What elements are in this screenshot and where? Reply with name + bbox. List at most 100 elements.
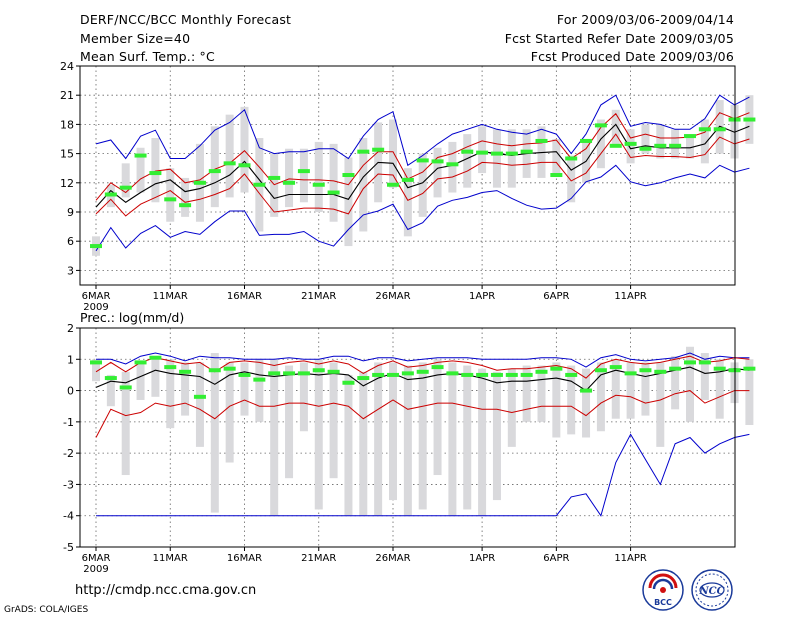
upper-inner-line: [95, 355, 750, 379]
y-tick-label: 6: [67, 235, 74, 248]
spread-box: [240, 362, 249, 416]
spread-box: [136, 147, 145, 193]
ncc-logo: NCC: [691, 569, 733, 611]
spread-box: [403, 168, 412, 237]
year-label: 2009: [83, 564, 108, 575]
chart-panel-1: 3 6 9 12 15 18 21 24 6MAR 11MAR 16MAR 21MAR 26MAR 1AP…: [60, 60, 756, 313]
member-dash: [342, 380, 355, 385]
spread-box: [582, 368, 591, 438]
member-dash: [461, 149, 474, 154]
member-dash: [327, 190, 340, 195]
member-dash: [90, 360, 102, 365]
spread-box: [359, 138, 368, 232]
member-dash: [179, 369, 192, 374]
spread-box: [181, 177, 190, 217]
member-dash: [238, 163, 251, 168]
member-dash: [535, 138, 548, 143]
spread-box: [448, 362, 457, 516]
member-dash: [698, 360, 711, 365]
source-url[interactable]: http://cmdp.ncc.cma.gov.cn: [75, 583, 257, 598]
spread-box: [552, 139, 561, 174]
member-dash: [119, 385, 132, 390]
member-size-label: Member Size=40: [80, 31, 191, 46]
x-tick-label: 6APR: [543, 291, 569, 302]
produced-date-label: Fcst Produced Date 2009/03/06: [530, 49, 734, 64]
member-dash: [401, 371, 414, 376]
member-dash: [401, 177, 414, 182]
bcc-logo-text: BCC: [654, 598, 672, 607]
spread-box: [507, 129, 516, 188]
spread-box: [463, 134, 472, 188]
member-dash: [639, 368, 652, 373]
member-dash: [268, 371, 281, 376]
member-dash: [253, 377, 266, 382]
spread-box: [240, 106, 249, 193]
x-tick-label: 11APR: [614, 291, 647, 302]
lower-inner-line: [95, 390, 750, 438]
spread-box: [626, 129, 635, 164]
member-dash: [505, 372, 518, 377]
member-dash: [208, 368, 221, 373]
member-dash: [297, 169, 310, 174]
member-dash: [520, 372, 533, 377]
panel-title: Prec.: log(mm/d): [80, 310, 184, 325]
member-dash: [565, 156, 578, 161]
spread-box: [433, 359, 442, 476]
plot-frame: [79, 327, 736, 548]
spread-box: [255, 359, 264, 422]
spread-box: [374, 362, 383, 516]
y-tick-label: 0: [67, 385, 74, 398]
member-dash: [594, 123, 607, 128]
y-tick-label: -4: [63, 510, 74, 523]
spread-box: [492, 129, 501, 188]
upper-inner-line: [95, 112, 750, 201]
spread-box: [136, 362, 145, 400]
member-dash: [669, 366, 682, 371]
spread-box: [552, 362, 561, 438]
spread-box: [478, 126, 487, 174]
member-dash: [312, 182, 325, 187]
member-dash: [416, 369, 429, 374]
member-dash: [550, 173, 563, 178]
member-dash: [594, 368, 607, 373]
member-dash: [669, 143, 682, 148]
member-dash: [193, 394, 206, 399]
member-dash: [490, 372, 503, 377]
y-tick-label: -3: [63, 478, 74, 491]
spread-box: [166, 168, 175, 222]
spread-box: [715, 359, 724, 419]
member-dash: [743, 117, 756, 122]
forecast-range-label: For 2009/03/06-2009/04/14: [556, 12, 734, 27]
spread-box: [686, 346, 694, 422]
y-tick-label: -1: [63, 416, 74, 429]
spread-box: [389, 119, 397, 188]
spread-box: [641, 124, 650, 154]
spread-box: [567, 155, 576, 203]
spread-box: [448, 141, 457, 193]
member-dash: [149, 171, 162, 176]
spread-box: [656, 362, 665, 447]
spread-box: [567, 365, 576, 435]
member-dash: [164, 365, 177, 370]
member-dash: [134, 360, 147, 365]
spread-box: [285, 148, 294, 208]
x-tick-label: 11MAR: [153, 291, 188, 302]
y-tick-label: 2: [67, 322, 74, 335]
spread-box: [507, 368, 516, 447]
spread-box: [225, 362, 234, 463]
x-tick-label: 6MAR: [82, 553, 111, 564]
spread-box: [285, 365, 294, 479]
spread-box: [344, 374, 353, 516]
member-dash: [253, 182, 266, 187]
x-tick-label: 11MAR: [153, 553, 188, 564]
member-dash: [743, 366, 756, 371]
member-dash: [431, 159, 444, 164]
spread-box: [596, 362, 605, 432]
y-tick-label: 3: [67, 264, 74, 277]
spread-box: [181, 362, 190, 416]
member-dash: [223, 161, 236, 166]
member-dash: [490, 151, 503, 156]
y-tick-label: 15: [60, 148, 74, 161]
spread-box: [656, 124, 665, 159]
